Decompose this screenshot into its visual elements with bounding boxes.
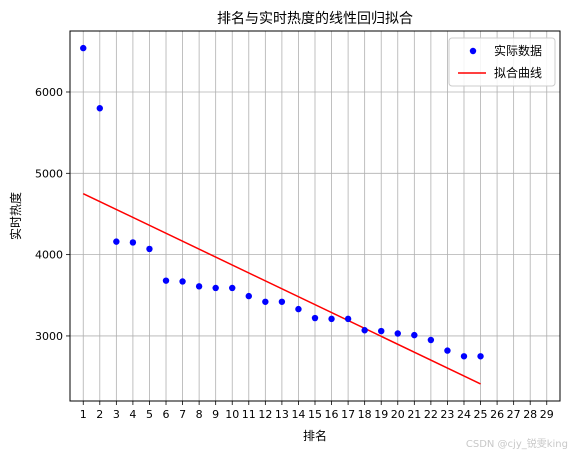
x-tick-label: 25 (474, 408, 488, 421)
data-point (344, 315, 352, 323)
data-point (179, 278, 186, 285)
y-axis-ticks: 3000 4000 5000 6000 (35, 86, 70, 343)
data-point (311, 314, 319, 322)
data-point (80, 44, 87, 52)
x-tick-label: 5 (146, 408, 153, 421)
x-tick-label: 3 (113, 408, 120, 421)
legend-scatter-marker (469, 47, 477, 55)
data-point (361, 327, 368, 334)
data-point (96, 105, 103, 112)
y-tick-label: 6000 (35, 86, 63, 99)
y-tick-label: 5000 (35, 167, 63, 180)
x-tick-label: 21 (407, 408, 421, 421)
x-tick-label: 15 (308, 408, 322, 421)
y-tick-label: 4000 (35, 249, 63, 262)
data-point (262, 298, 269, 305)
data-point (146, 245, 153, 253)
legend-label-scatter: 实际数据 (494, 43, 542, 58)
x-tick-label: 20 (391, 408, 405, 421)
grid (70, 31, 560, 401)
data-point (378, 327, 385, 335)
y-axis-label: 实时热度 (8, 192, 23, 240)
fit-line-layer (82, 192, 481, 385)
x-tick-label: 22 (424, 408, 438, 421)
x-tick-label: 7 (179, 408, 186, 421)
x-tick-label: 17 (341, 408, 355, 421)
x-tick-label: 28 (523, 408, 537, 421)
data-point (162, 277, 170, 284)
data-point (195, 283, 203, 290)
data-point (394, 330, 401, 337)
x-tick-label: 11 (242, 408, 256, 421)
data-point (113, 238, 120, 245)
data-point (129, 239, 137, 246)
x-tick-label: 2 (96, 408, 103, 421)
data-point (278, 298, 286, 305)
fit-line (82, 192, 481, 385)
x-tick-label: 6 (163, 408, 170, 421)
watermark: CSDN @cjy_锐雯king (465, 439, 568, 450)
data-point (295, 305, 302, 313)
data-point (444, 347, 451, 354)
x-tick-label: 18 (358, 408, 372, 421)
scatter-points (80, 44, 484, 360)
data-point (229, 284, 236, 292)
x-tick-label: 1 (80, 408, 87, 421)
data-point (427, 336, 435, 344)
data-point (477, 353, 484, 360)
x-tick-label: 26 (490, 408, 504, 421)
x-tick-label: 9 (212, 408, 219, 421)
x-axis-ticks: 1 2 3 4 5 6 7 8 9 10 11 12 13 14 15 16 17 18 19 20 21 22 23 24 2… (80, 401, 554, 421)
x-tick-label: 14 (291, 408, 305, 421)
data-point (245, 292, 252, 300)
x-tick-label: 13 (275, 408, 289, 421)
x-axis-label: 排名 (303, 428, 327, 443)
legend-label-fit: 拟合曲线 (494, 65, 542, 80)
chart-title: 排名与实时热度的线性回归拟合 (217, 10, 413, 27)
x-tick-label: 4 (129, 408, 136, 421)
x-tick-label: 8 (196, 408, 203, 421)
x-tick-label: 27 (507, 408, 521, 421)
data-point (212, 284, 219, 292)
x-tick-label: 29 (540, 408, 554, 421)
x-tick-label: 23 (440, 408, 454, 421)
x-tick-label: 12 (258, 408, 272, 421)
data-point (460, 353, 468, 360)
x-tick-label: 24 (457, 408, 471, 421)
data-point (328, 315, 335, 323)
x-tick-label: 10 (225, 408, 239, 421)
y-tick-label: 3000 (35, 330, 63, 343)
data-point (411, 331, 418, 339)
x-tick-label: 19 (374, 408, 388, 421)
x-tick-label: 16 (325, 408, 339, 421)
legend: 实际数据 拟合曲线 (448, 37, 556, 87)
